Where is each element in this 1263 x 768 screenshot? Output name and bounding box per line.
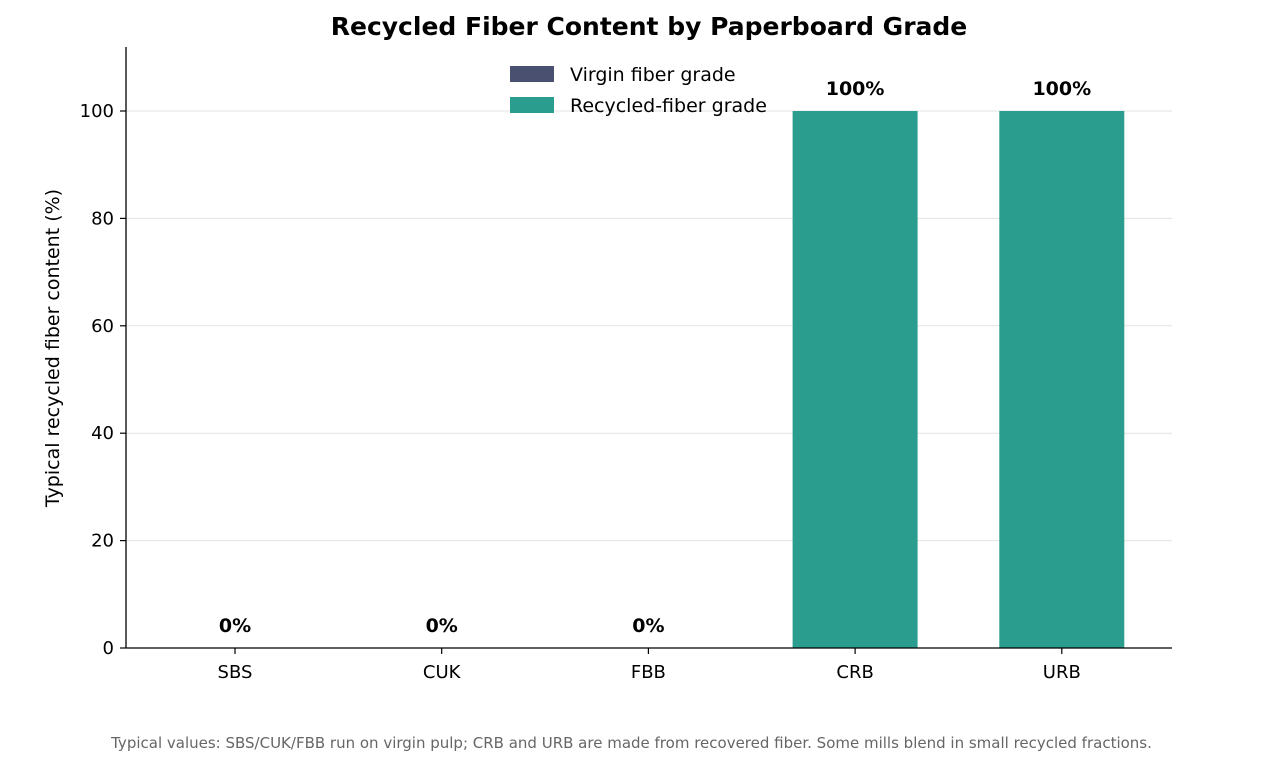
bar-crb bbox=[792, 111, 918, 648]
x-tick-label: CUK bbox=[423, 662, 462, 683]
chart-title: Recycled Fiber Content by Paperboard Gra… bbox=[331, 12, 968, 41]
legend: Virgin fiber grade Recycled-fiber grade bbox=[510, 64, 767, 117]
data-label: 0% bbox=[632, 615, 664, 637]
bars bbox=[792, 111, 1125, 648]
data-label: 100% bbox=[1032, 78, 1091, 100]
x-tick-label: URB bbox=[1043, 662, 1081, 683]
y-tick-label: 80 bbox=[91, 208, 114, 229]
y-axis-label: Typical recycled fiber content (%) bbox=[42, 189, 64, 508]
y-tick-label: 40 bbox=[91, 423, 114, 444]
footnote: Typical values: SBS/CUK/FBB run on virgi… bbox=[111, 734, 1152, 752]
bar-urb bbox=[999, 111, 1125, 648]
y-tick-label: 100 bbox=[80, 101, 114, 122]
x-tick-label: SBS bbox=[218, 662, 253, 683]
legend-label-virgin: Virgin fiber grade bbox=[570, 64, 736, 86]
x-tick-label: CRB bbox=[836, 662, 873, 683]
y-tick-label: 20 bbox=[91, 531, 114, 552]
data-label: 0% bbox=[219, 615, 251, 637]
legend-swatch-recycled bbox=[510, 97, 554, 113]
data-labels: 0% 0% 0% 100% 100% bbox=[219, 78, 1091, 637]
legend-swatch-virgin bbox=[510, 66, 554, 82]
data-label: 0% bbox=[426, 615, 458, 637]
x-tick-label: FBB bbox=[631, 662, 666, 683]
y-axis-ticks: 0 20 40 60 80 100 bbox=[80, 101, 126, 659]
x-axis-ticks: SBS CUK FBB CRB URB bbox=[218, 648, 1081, 683]
legend-label-recycled: Recycled-fiber grade bbox=[570, 95, 767, 117]
y-tick-label: 0 bbox=[103, 638, 114, 659]
gridlines bbox=[126, 110, 1172, 542]
data-label: 100% bbox=[826, 78, 885, 100]
y-tick-label: 60 bbox=[91, 316, 114, 337]
